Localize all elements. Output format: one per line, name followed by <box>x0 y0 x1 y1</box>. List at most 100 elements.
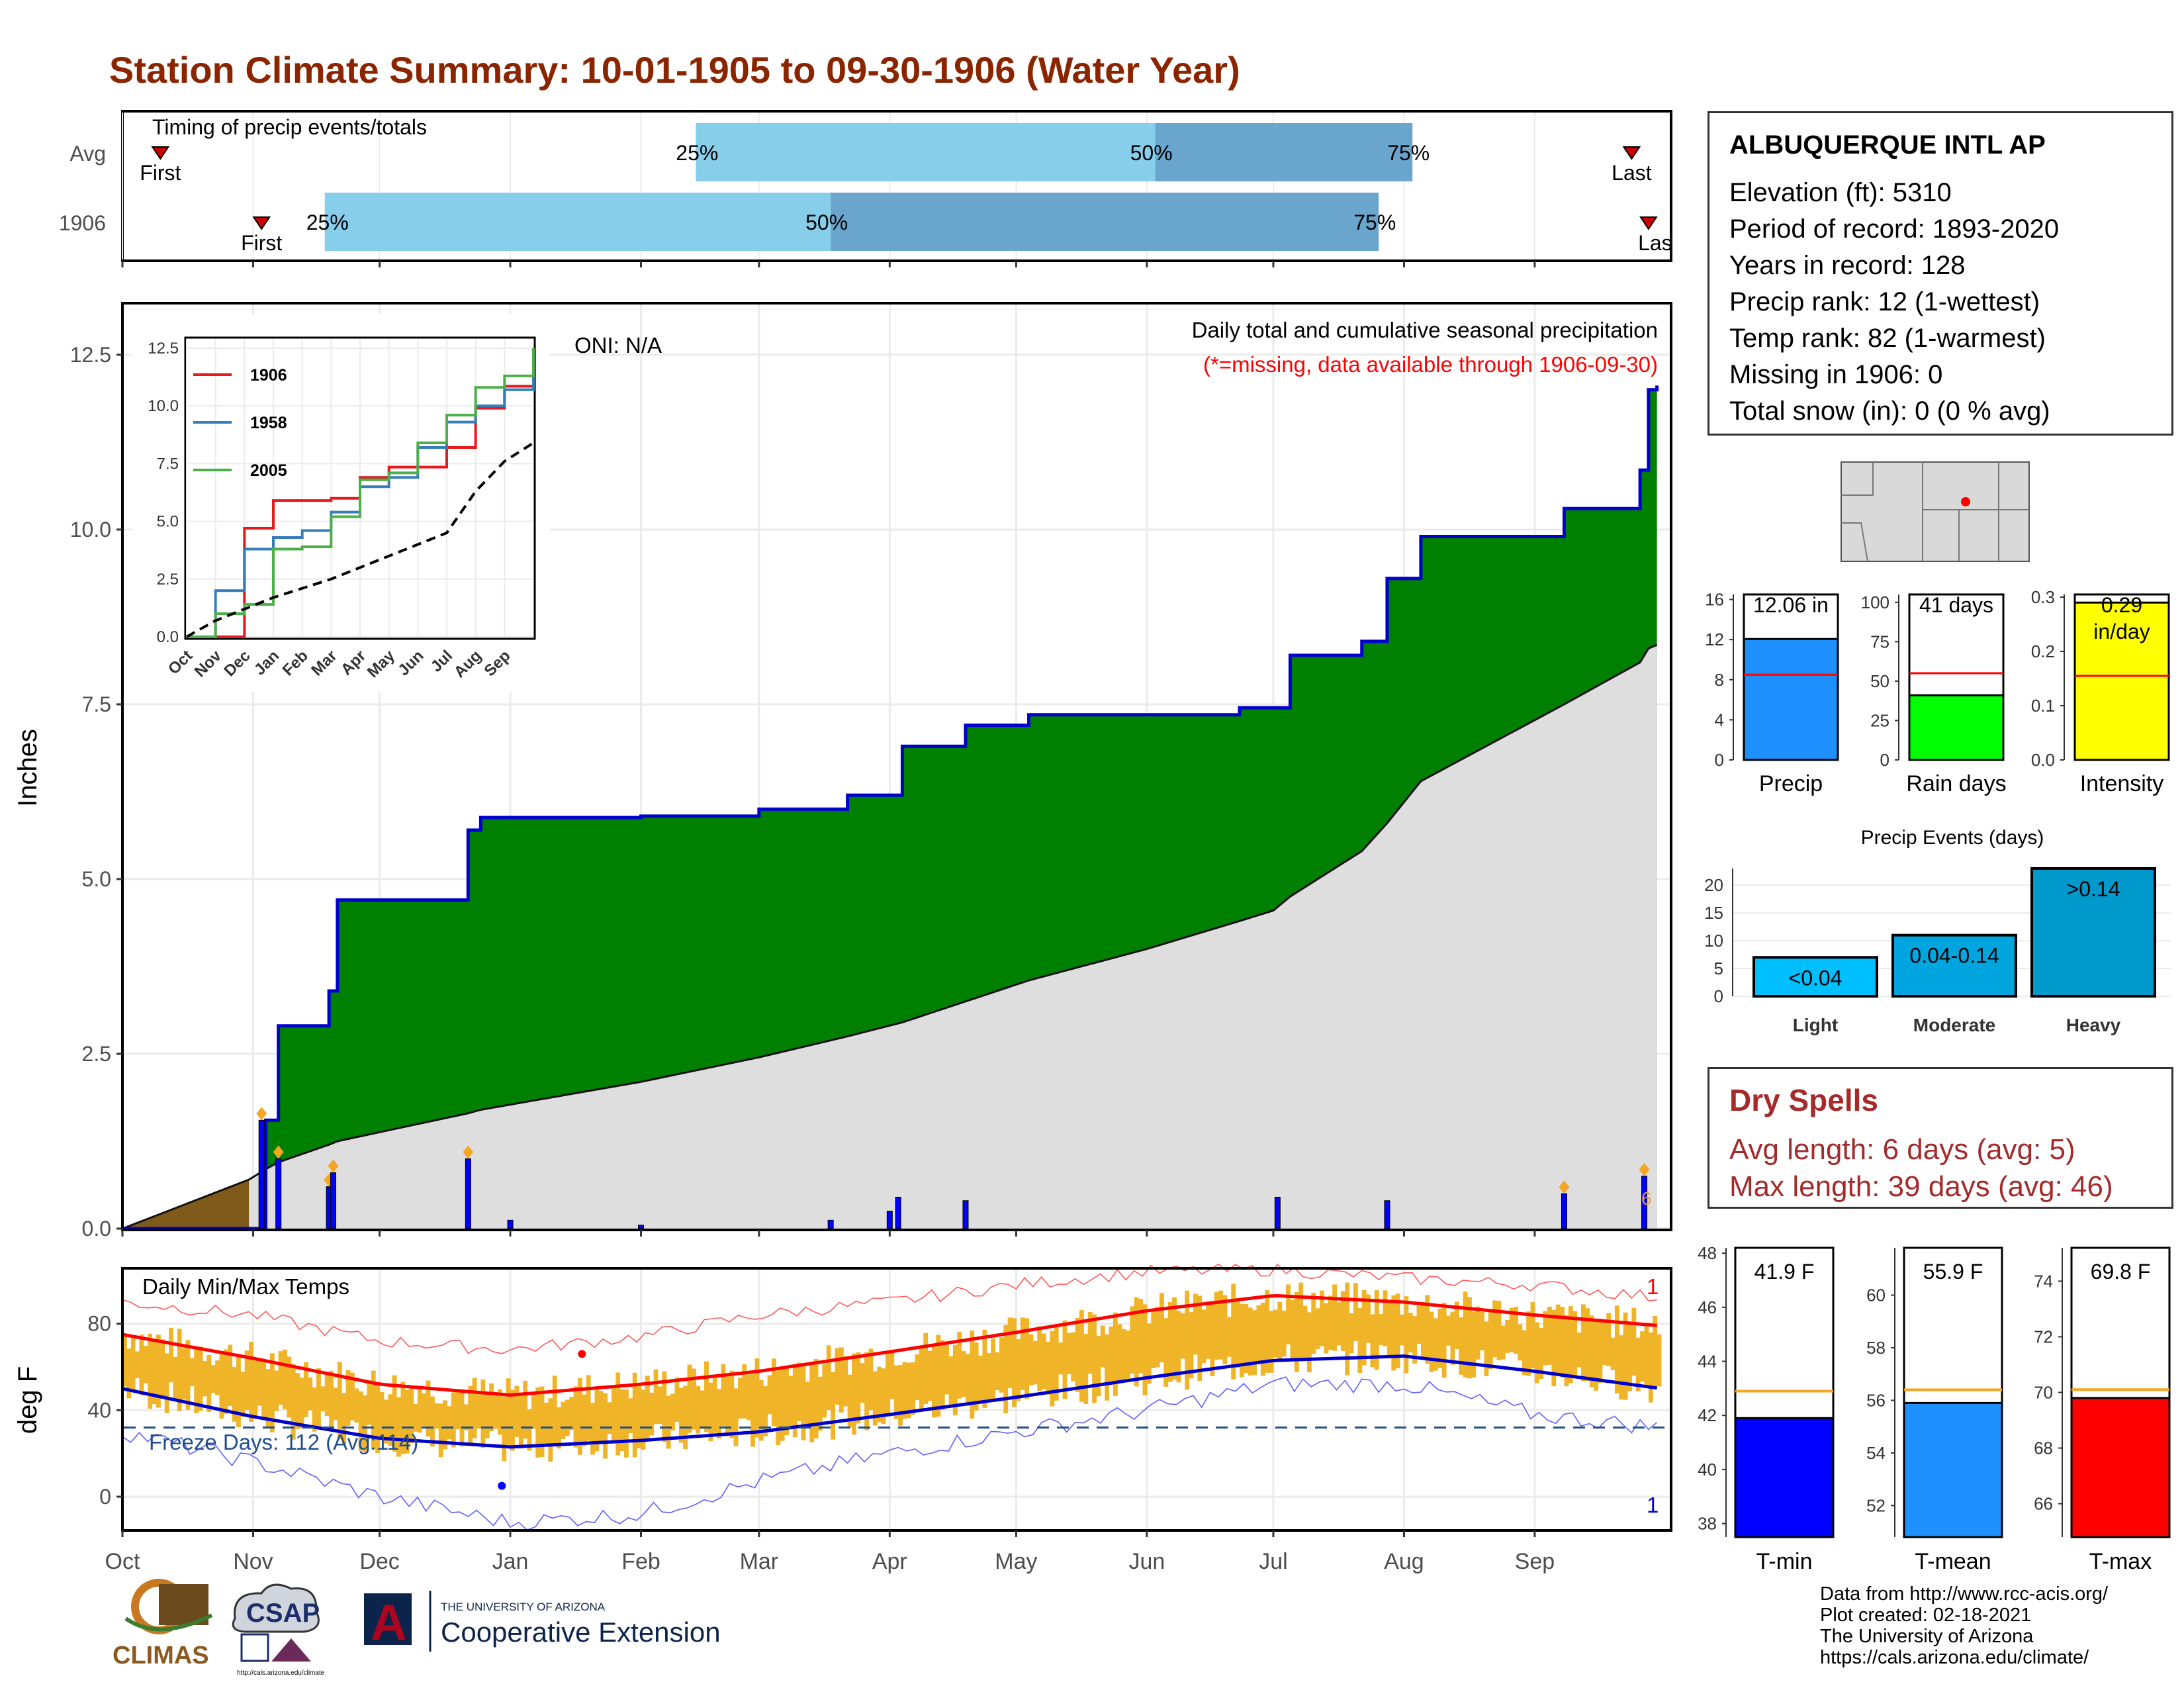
month-label: Nov <box>233 1549 273 1574</box>
inset-series-line <box>187 348 535 638</box>
temp-day-bar <box>991 1338 996 1399</box>
summary-bar-label: Precip <box>1759 771 1823 796</box>
temp-day-bar <box>1340 1291 1345 1352</box>
station-map <box>1841 461 2030 562</box>
summary-bar-tick-label: 100 <box>1861 592 1889 612</box>
temp-ytick-label: 80 <box>87 1312 111 1336</box>
inset-chart: 0.02.55.07.510.012.5OctNovDecJanFebMarAp… <box>132 314 549 692</box>
temp-day-bar <box>210 1365 216 1393</box>
timing-first-label: First <box>241 231 282 255</box>
temp-day-bar <box>1222 1295 1228 1364</box>
station-temp-rank: Temp rank: 82 (1-warmest) <box>1729 324 2046 353</box>
temp-day-bar <box>1441 1302 1447 1378</box>
temp-day-bar <box>181 1348 187 1400</box>
temp-day-bar <box>632 1372 637 1458</box>
temp-day-bar <box>383 1399 388 1444</box>
temp-day-bar <box>1644 1323 1649 1387</box>
missing-note: (*=missing, data available through 1906-… <box>1203 352 1658 377</box>
temp-day-bar <box>1631 1307 1637 1376</box>
temp-day-bar <box>1172 1297 1177 1380</box>
temp-day-bar <box>1404 1296 1409 1374</box>
inset-legend-label: 1906 <box>250 366 287 385</box>
temp-day-bar <box>1167 1302 1173 1382</box>
events-tick-label: 20 <box>1704 875 1723 895</box>
temp-day-bar <box>1041 1333 1046 1389</box>
precip-subtitle: Daily total and cumulative seasonal prec… <box>1192 318 1658 342</box>
temp-day-bar <box>1610 1337 1615 1370</box>
temp-day-bar <box>1467 1297 1472 1379</box>
temp-day-bar <box>615 1372 621 1456</box>
temp-day-bar <box>893 1365 899 1419</box>
summary-bar-tick-label: 8 <box>1715 670 1724 690</box>
avg-timing-dark-bar <box>1155 123 1413 181</box>
temp-day-bar <box>164 1353 169 1413</box>
temp-day-bar <box>548 1398 553 1462</box>
temp-day-bar <box>1096 1335 1101 1397</box>
temp-day-bar <box>283 1349 287 1409</box>
temp-day-bar <box>1551 1309 1557 1387</box>
temp-day-bar <box>641 1389 646 1450</box>
events-bar <box>1891 933 2017 998</box>
temp-day-bar <box>1109 1326 1114 1382</box>
timing-row-avg: Avg <box>69 142 106 165</box>
temp-day-bar <box>813 1358 819 1438</box>
temp-day-bar <box>527 1409 532 1451</box>
temp-day-bar <box>1614 1305 1619 1393</box>
temp-day-bar <box>974 1342 979 1411</box>
average-precip-line <box>122 643 1658 1230</box>
cumulative-precip-line <box>122 385 1659 1231</box>
temp-rank-bottom: 1 <box>1647 1493 1659 1517</box>
temp-day-bar <box>484 1393 490 1438</box>
inset-series-line <box>187 358 535 638</box>
temp-day-bar <box>1653 1315 1658 1388</box>
temp-day-bar <box>358 1391 363 1451</box>
daily-precip-bar <box>275 1158 282 1229</box>
station-snow: Total snow (in): 0 (0 % avg) <box>1729 397 2050 426</box>
temp-day-bar <box>932 1346 936 1418</box>
summary-bar-tick-label: 0.0 <box>2031 750 2055 770</box>
year-timing-dark-bar <box>831 193 1379 251</box>
daily-precip-marker <box>256 1107 267 1121</box>
temp-day-bar <box>1370 1314 1375 1368</box>
temp-day-bar <box>1214 1291 1219 1360</box>
summary-bars: 0 4 8 12 16 12.06 in Precip 0 25 50 75 100 41 days Ra… <box>1705 587 2170 796</box>
precip-events-chart: Precip Events (days) 0 5 10 15 20 <0.04 Light 0.… <box>1704 827 2171 1035</box>
temp-day-bar <box>696 1385 701 1434</box>
month-label: Jun <box>1128 1549 1165 1574</box>
temp-day-bar <box>561 1401 566 1439</box>
temp-day-bar <box>1336 1302 1342 1346</box>
temp-day-bar <box>185 1340 191 1410</box>
temp-day-bar <box>691 1368 696 1430</box>
temp-day-bar <box>911 1362 916 1415</box>
temp-day-bar <box>143 1346 148 1383</box>
inset-legend-label: 1958 <box>250 414 287 432</box>
min-record-point <box>498 1481 506 1490</box>
page-title: Station Climate Summary: 10-01-1905 to 0… <box>109 49 1240 91</box>
temp-day-bar <box>1218 1290 1224 1360</box>
temp-summary-tick-label: 42 <box>1698 1405 1717 1425</box>
temp-day-bar <box>1420 1301 1426 1358</box>
temp-summary-tick-label: 44 <box>1698 1352 1717 1372</box>
daily-precip-marker <box>1559 1180 1570 1194</box>
temp-day-bar <box>261 1362 267 1421</box>
avg-timing-light-bar <box>696 123 1156 181</box>
temp-day-bar <box>1210 1301 1215 1376</box>
temp-day-bar <box>1572 1311 1578 1376</box>
temp-day-bar <box>742 1364 747 1419</box>
inset-ytick-label: 0.0 <box>157 628 179 646</box>
temp-day-bar <box>619 1389 625 1452</box>
temp-day-bar <box>489 1383 494 1432</box>
daily-precip-marker <box>463 1145 474 1159</box>
temp-day-bar <box>999 1337 1004 1393</box>
temp-day-bar <box>1113 1312 1118 1396</box>
temp-day-bar <box>792 1364 797 1438</box>
temp-day-bar <box>1003 1325 1009 1414</box>
temp-day-bar <box>1235 1301 1240 1368</box>
temp-day-bar <box>1534 1322 1539 1383</box>
temp-day-bar <box>1598 1321 1603 1383</box>
temp-day-bar <box>1281 1310 1287 1357</box>
temp-day-bar <box>729 1370 735 1438</box>
temp-day-bar <box>653 1369 659 1425</box>
temp-day-bar <box>784 1368 789 1435</box>
